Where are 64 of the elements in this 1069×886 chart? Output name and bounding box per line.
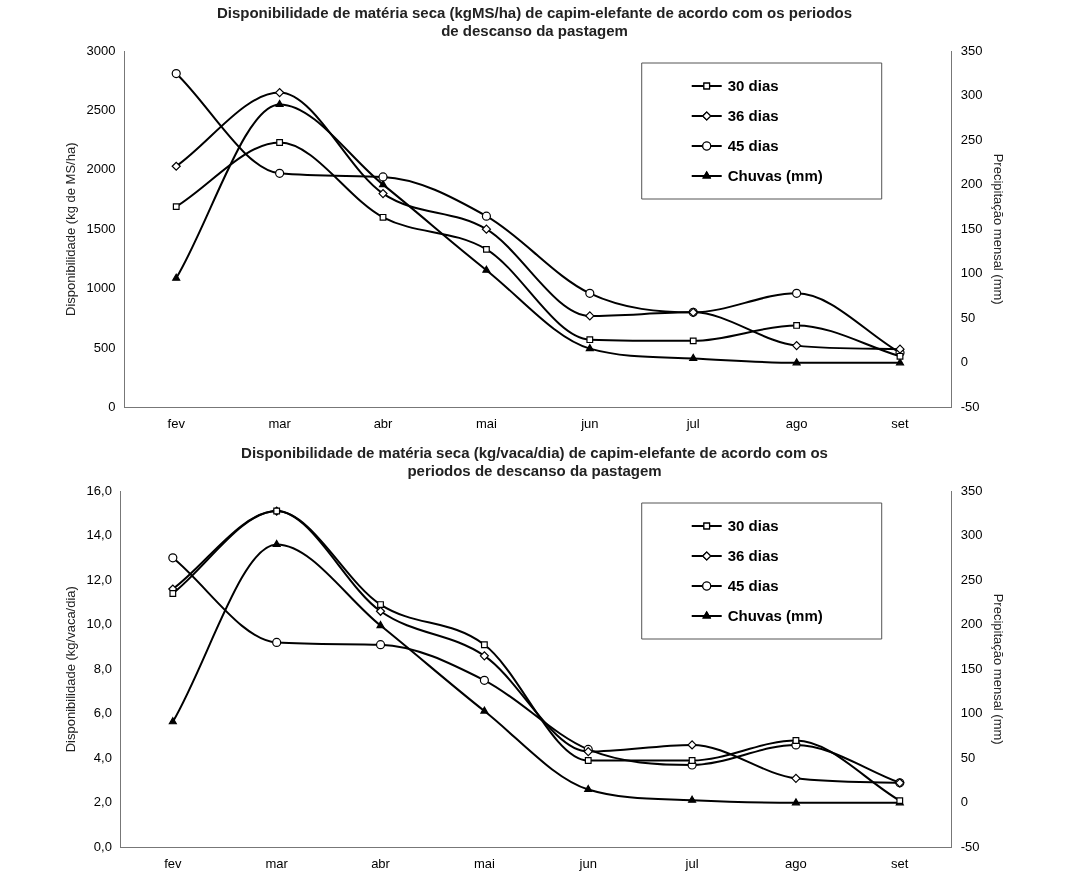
x-tick-label: fev bbox=[164, 855, 182, 871]
y2-tick-label: 250 bbox=[960, 131, 983, 147]
legend-label: 36 dias bbox=[727, 547, 779, 565]
y-tick-label: 1000 bbox=[86, 280, 116, 296]
y2-tick-label: 0 bbox=[960, 794, 968, 810]
x-tick-label: mar bbox=[265, 855, 289, 871]
legend-label: 30 dias bbox=[727, 77, 779, 95]
y2-tick-label: 200 bbox=[960, 616, 983, 632]
y-tick-label: 10,0 bbox=[86, 616, 112, 632]
y2-tick-label: 0 bbox=[960, 354, 968, 370]
x-tick-label: fev bbox=[167, 415, 186, 431]
x-tick-label: jul bbox=[684, 855, 699, 871]
y-axis-title: Disponibilidade (kg de MS/ha) bbox=[63, 142, 79, 316]
y2-tick-label: 150 bbox=[960, 660, 983, 676]
y2-tick-label: 150 bbox=[960, 220, 983, 236]
x-tick-label: jul bbox=[685, 415, 700, 431]
y-tick-label: 0,0 bbox=[93, 838, 112, 854]
y-tick-label: 2000 bbox=[86, 161, 116, 177]
x-tick-label: abr bbox=[373, 415, 394, 431]
y2-tick-label: 350 bbox=[960, 482, 983, 498]
y-tick-label: 3000 bbox=[86, 42, 116, 58]
legend-label: 45 dias bbox=[727, 137, 779, 155]
y2-tick-label: 200 bbox=[960, 176, 983, 192]
y2-tick-label: 300 bbox=[960, 527, 983, 543]
legend-label: Chuvas (mm) bbox=[727, 167, 823, 185]
y-tick-label: 1500 bbox=[86, 220, 116, 236]
chart-title: Disponibilidade de matéria seca (kgMS/ha) de capim-elefante de acordo com os periodos de descanso da pastagem bbox=[216, 4, 853, 40]
y2-tick-label: 250 bbox=[960, 571, 983, 587]
y-axis-title: Disponibilidade (kg/vaca/dia) bbox=[63, 586, 79, 753]
y2-tick-label: -50 bbox=[960, 838, 980, 854]
y-tick-label: 16,0 bbox=[86, 482, 112, 498]
legend-label: 45 dias bbox=[727, 577, 779, 595]
y-tick-label: 12,0 bbox=[86, 571, 112, 587]
y-tick-label: 4,0 bbox=[93, 749, 112, 765]
legend-label: 36 dias bbox=[727, 107, 779, 125]
y-tick-label: 0 bbox=[108, 398, 116, 414]
y2-tick-label: 300 bbox=[960, 87, 983, 103]
y2-tick-label: 100 bbox=[960, 705, 983, 721]
y-tick-label: 2500 bbox=[86, 101, 116, 117]
x-tick-label: mai bbox=[475, 415, 497, 431]
y2-tick-label: -50 bbox=[960, 398, 980, 414]
x-tick-label: jun bbox=[578, 855, 597, 871]
x-tick-label: set bbox=[891, 415, 910, 431]
x-tick-label: mar bbox=[268, 415, 292, 431]
y-tick-label: 6,0 bbox=[93, 705, 112, 721]
x-tick-label: set bbox=[891, 855, 909, 871]
y-tick-label: 14,0 bbox=[86, 527, 112, 543]
legend-label: Chuvas (mm) bbox=[727, 607, 823, 625]
y-tick-label: 500 bbox=[93, 339, 116, 355]
y2-tick-label: 50 bbox=[960, 309, 976, 325]
y2-tick-label: 100 bbox=[960, 265, 983, 281]
legend-label: 30 dias bbox=[727, 517, 779, 535]
x-tick-label: abr bbox=[371, 855, 391, 871]
x-tick-label: ago bbox=[785, 415, 808, 431]
x-tick-label: jun bbox=[580, 415, 599, 431]
x-tick-label: ago bbox=[785, 855, 807, 871]
x-tick-label: mai bbox=[473, 855, 495, 871]
y2-axis-title: Precipitação mensal (mm) bbox=[990, 593, 1006, 745]
y2-tick-label: 50 bbox=[960, 749, 976, 765]
y-tick-label: 2,0 bbox=[93, 794, 112, 810]
y2-axis-title: Precipitação mensal (mm) bbox=[990, 153, 1006, 305]
y-tick-label: 8,0 bbox=[93, 660, 112, 676]
chart-title: Disponibilidade de matéria seca (kg/vaca/dia) de capim-elefante de acordo com os periodos de descanso da pastagem bbox=[241, 444, 828, 480]
y2-tick-label: 350 bbox=[960, 42, 983, 58]
